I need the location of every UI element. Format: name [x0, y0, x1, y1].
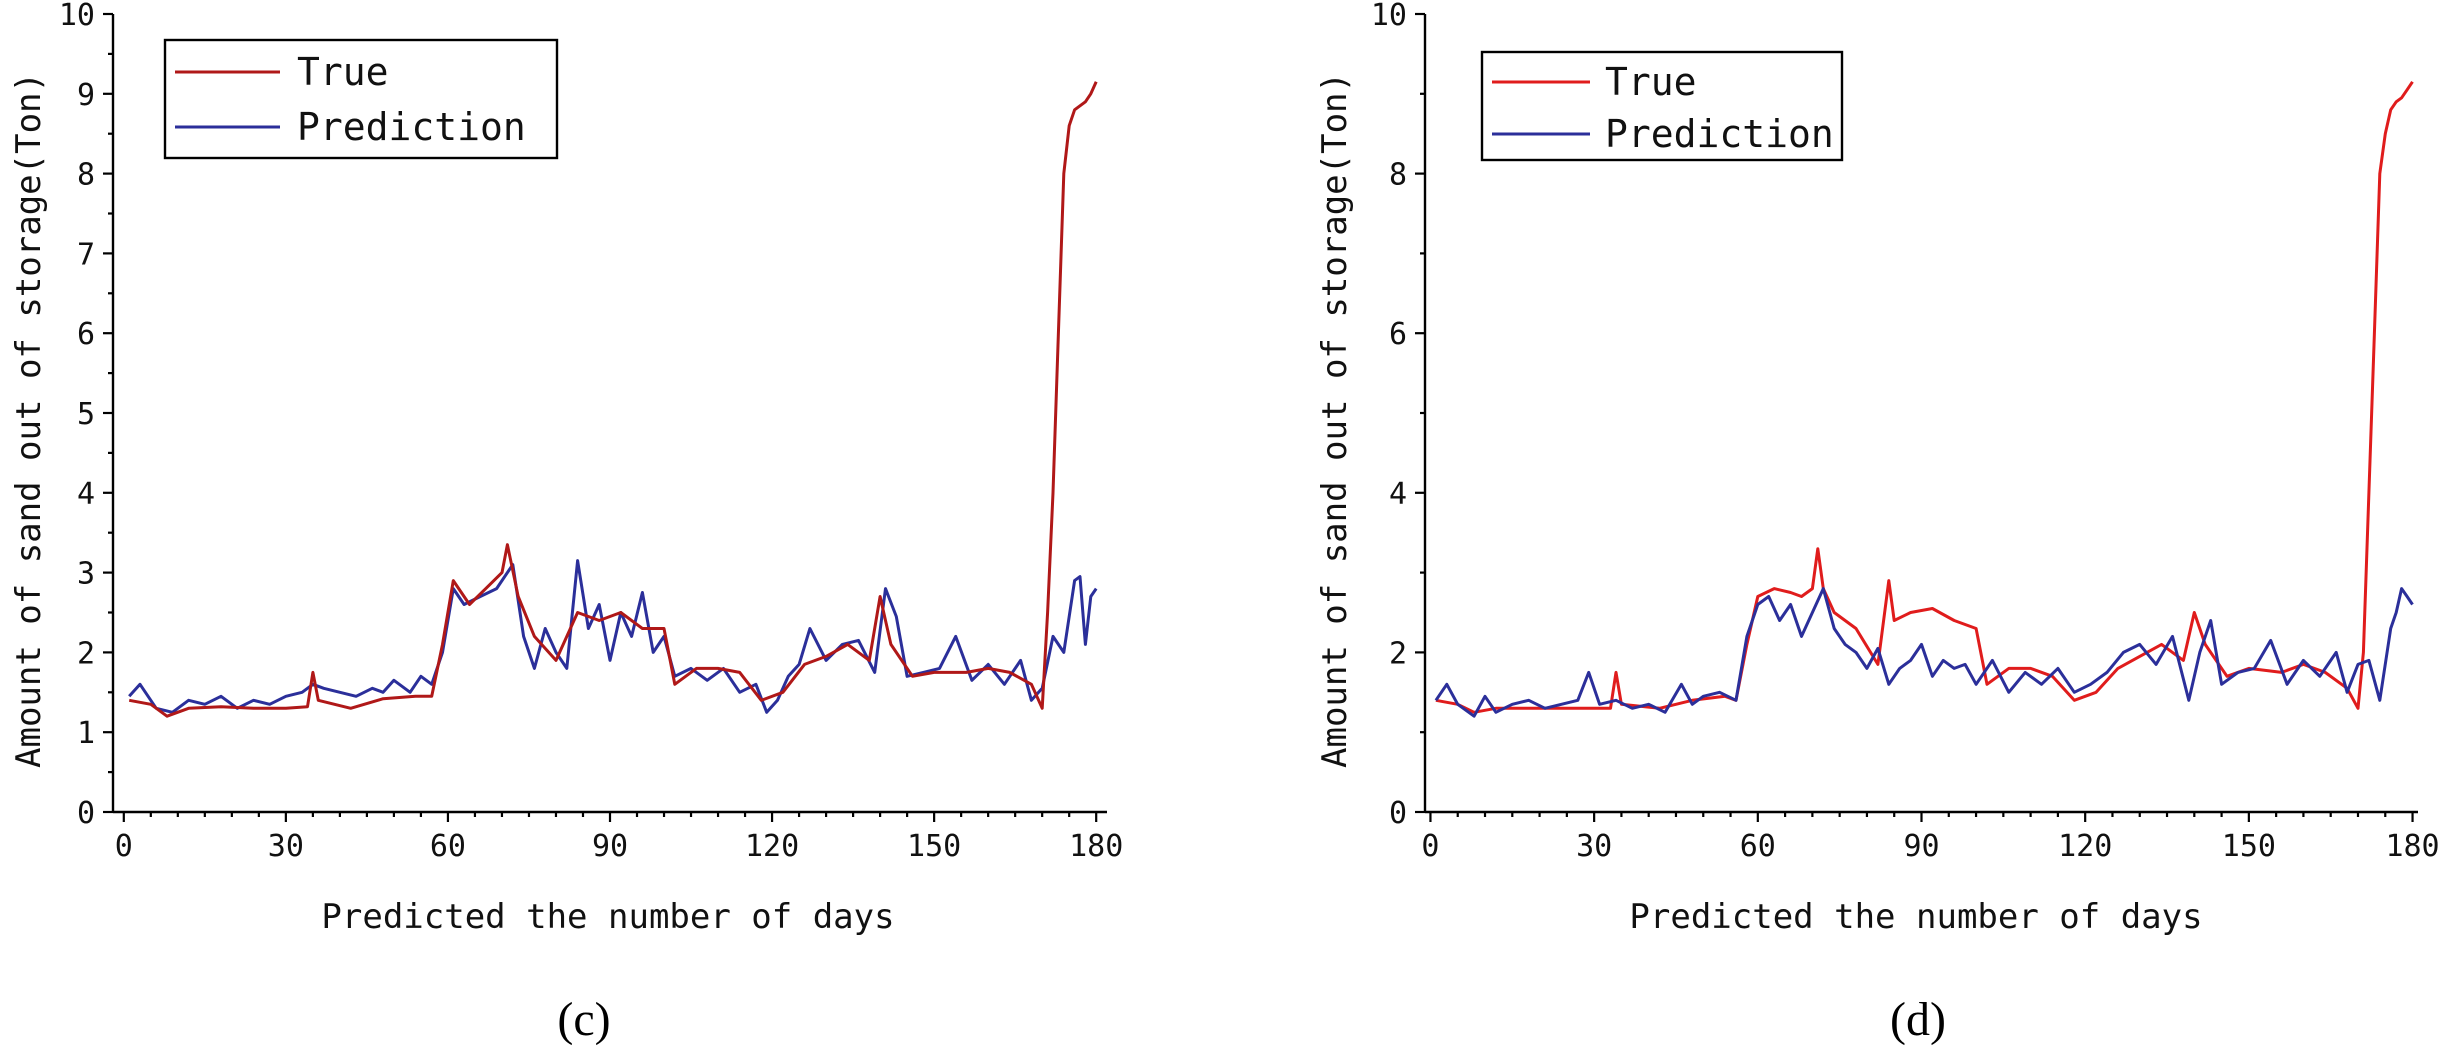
c-series-prediction-line — [128, 559, 1098, 714]
c-y-tick-label: 0 — [77, 796, 95, 831]
d-y-tick-label: 8 — [1389, 158, 1407, 193]
c-x-tick-label: 0 — [115, 829, 133, 864]
c-series-group — [128, 81, 1098, 718]
d-y-tick-label: 10 — [1371, 0, 1407, 33]
d-x-tick-label: 90 — [1903, 829, 1939, 864]
d-legend-box — [1480, 50, 1844, 162]
d-x-axis-title: Predicted the number of days — [1629, 897, 2202, 937]
d-y-tick-label: 2 — [1389, 636, 1407, 671]
d-legend: True Prediction — [1480, 50, 1844, 162]
chart-panel-c: 0 30 60 90 120 150 180 0 1 2 3 4 5 6 7 8 9 10 True Predi… — [9, 0, 1123, 1046]
c-legend: True Prediction — [163, 38, 559, 160]
c-legend-true-label: True — [297, 50, 389, 94]
d-x-tick-label: 150 — [2222, 829, 2276, 864]
d-series-group — [1434, 80, 2414, 718]
c-y-tick-label: 10 — [59, 0, 95, 33]
c-y-tick-label: 3 — [77, 557, 95, 592]
c-x-ticks: 0 30 60 90 120 150 180 — [115, 812, 1123, 864]
c-y-tick-label: 4 — [77, 477, 95, 512]
d-y-axis-title: Amount of sand out of storage(Ton) — [1315, 72, 1355, 768]
d-x-tick-label: 180 — [2385, 829, 2439, 864]
d-y-tick-label: 0 — [1389, 796, 1407, 831]
d-x-tick-label: 60 — [1740, 829, 1776, 864]
d-x-tick-label: 0 — [1421, 829, 1439, 864]
c-panel-label: (c) — [557, 993, 610, 1046]
c-legend-prediction-label: Prediction — [297, 105, 526, 149]
c-x-tick-label: 90 — [592, 829, 628, 864]
c-x-tick-label: 180 — [1069, 829, 1123, 864]
c-legend-box — [163, 38, 559, 160]
c-y-tick-label: 7 — [77, 237, 95, 272]
c-y-tick-label: 2 — [77, 636, 95, 671]
d-y-ticks: 0 2 4 6 8 10 — [1371, 0, 1425, 831]
c-series-true-line — [128, 81, 1098, 718]
c-y-tick-label: 1 — [77, 716, 95, 751]
c-y-tick-label: 8 — [77, 158, 95, 193]
d-legend-true-label: True — [1605, 60, 1697, 104]
c-y-axis-title: Amount of sand out of storage(Ton) — [9, 72, 49, 768]
c-x-tick-label: 150 — [907, 829, 961, 864]
c-x-axis-title: Predicted the number of days — [321, 897, 894, 937]
d-x-tick-label: 30 — [1576, 829, 1612, 864]
d-series-prediction-line — [1434, 587, 2414, 718]
c-y-tick-label: 5 — [77, 397, 95, 432]
d-x-ticks: 0 30 60 90 120 150 180 — [1421, 812, 2440, 864]
d-y-tick-label: 4 — [1389, 477, 1407, 512]
d-y-tick-label: 6 — [1389, 317, 1407, 352]
c-x-tick-label: 30 — [268, 829, 304, 864]
c-y-tick-label: 9 — [77, 78, 95, 113]
d-series-true-line — [1435, 80, 2414, 714]
c-x-tick-label: 120 — [745, 829, 799, 864]
chart-panel-d: 0 30 60 90 120 150 180 0 2 4 6 8 10 True Prediction… — [1315, 0, 2440, 1046]
d-panel-label: (d) — [1890, 993, 1946, 1046]
c-y-ticks: 0 1 2 3 4 5 6 7 8 9 10 — [59, 0, 113, 831]
c-y-tick-label: 6 — [77, 317, 95, 352]
d-legend-prediction-label: Prediction — [1605, 112, 1834, 156]
c-x-tick-label: 60 — [430, 829, 466, 864]
d-x-tick-label: 120 — [2058, 829, 2112, 864]
